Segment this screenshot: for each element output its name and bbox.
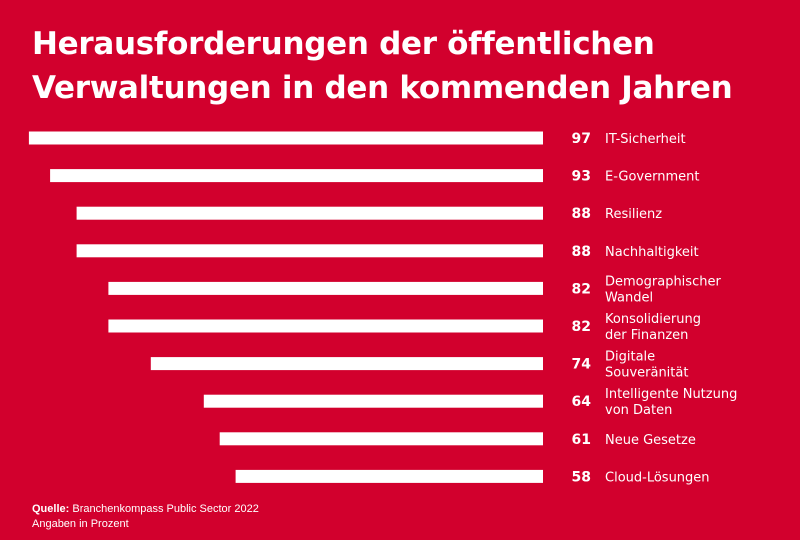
- category-label: Neue Gesetze: [605, 433, 696, 448]
- category-label-line: der Finanzen: [605, 328, 688, 343]
- category-label: Digitale Souveränität: [605, 350, 688, 381]
- bar-value-label: 74: [572, 357, 592, 373]
- category-label-line: Wandel: [605, 290, 653, 305]
- chart-title-line-1: Herausforderungen der öffentlichen: [32, 26, 655, 62]
- category-label: Resilienz: [605, 207, 662, 222]
- bar-value-label: 82: [572, 281, 591, 297]
- category-label-line: Konsolidierung: [605, 312, 701, 327]
- category-label-line: Neue Gesetze: [605, 433, 696, 448]
- source-label: Quelle:: [32, 503, 70, 515]
- unit-note: Angaben in Prozent: [32, 518, 129, 530]
- category-label: Demographischer Wandel: [605, 274, 721, 305]
- category-label-line: Resilienz: [605, 207, 662, 222]
- bar: [76, 206, 543, 220]
- bar-chart: 97 IT-Sicherheit 93 E-Government 88 Resilienz…: [28, 131, 737, 485]
- category-label-line: E-Government: [605, 170, 699, 185]
- bar: [219, 432, 543, 446]
- bar-value-label: 93: [572, 169, 591, 185]
- category-label: Intelligente Nutzung von Daten: [605, 387, 737, 418]
- bar: [50, 169, 543, 183]
- bar: [203, 394, 544, 408]
- category-label: E-Government: [605, 170, 699, 185]
- bar-value-label: 88: [572, 206, 591, 222]
- chart-title-line-2: Verwaltungen in den kommenden Jahren: [32, 70, 733, 106]
- category-label-line: Digitale: [605, 350, 655, 365]
- category-label: Cloud-Lösungen: [605, 470, 710, 485]
- bar-value-label: 61: [572, 432, 591, 448]
- source-line: Quelle: Branchenkompass Public Sector 20…: [32, 502, 259, 517]
- bar: [28, 131, 543, 145]
- bar: [76, 244, 543, 258]
- category-label-line: Souveränität: [605, 366, 688, 381]
- category-label-line: IT-Sicherheit: [605, 132, 686, 147]
- category-label-line: Cloud-Lösungen: [605, 470, 710, 485]
- category-label-line: von Daten: [605, 403, 672, 418]
- source-note: Quelle: Branchenkompass Public Sector 20…: [32, 502, 259, 532]
- category-label-line: Intelligente Nutzung: [605, 387, 737, 402]
- bar: [150, 357, 544, 371]
- category-label-line: Nachhaltigkeit: [605, 245, 699, 260]
- bar-value-label: 58: [572, 469, 591, 485]
- bar-value-label: 82: [572, 319, 591, 335]
- bar: [235, 469, 543, 483]
- bar: [108, 281, 544, 295]
- bar-value-label: 64: [572, 394, 592, 410]
- bar-value-label: 97: [572, 131, 591, 147]
- category-label: Konsolidierung der Finanzen: [605, 312, 701, 343]
- category-label-line: Demographischer: [605, 274, 721, 289]
- chart-title: Herausforderungen der öffentlichen Verwa…: [32, 22, 772, 110]
- bar: [108, 319, 544, 333]
- source-text: Branchenkompass Public Sector 2022: [72, 503, 259, 515]
- category-label: Nachhaltigkeit: [605, 245, 699, 260]
- bar-value-label: 88: [572, 244, 591, 260]
- category-label: IT-Sicherheit: [605, 132, 686, 147]
